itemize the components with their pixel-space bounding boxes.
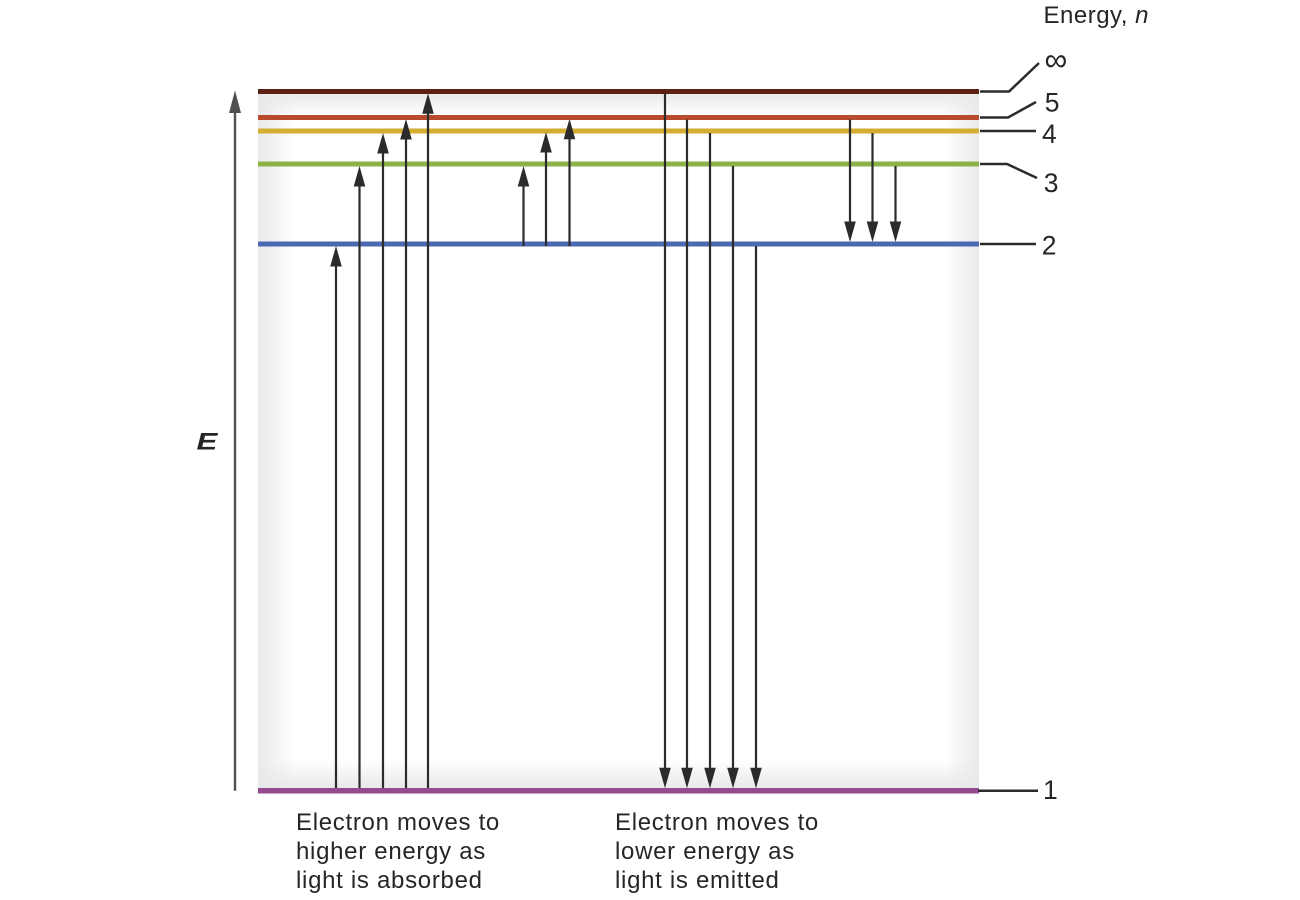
svg-text:∞: ∞ (1045, 42, 1068, 78)
svg-text:light is emitted: light is emitted (615, 867, 780, 894)
svg-text:4: 4 (1042, 119, 1057, 149)
svg-text:Electron moves to: Electron moves to (615, 809, 819, 836)
svg-text:Electron moves to: Electron moves to (296, 809, 500, 836)
svg-text:E: E (197, 428, 219, 455)
svg-text:higher energy as: higher energy as (296, 838, 486, 865)
svg-text:light is absorbed: light is absorbed (296, 867, 483, 894)
svg-text:3: 3 (1044, 168, 1059, 198)
svg-text:lower energy as: lower energy as (615, 838, 795, 865)
svg-text:Energy, n: Energy, n (1044, 2, 1149, 29)
svg-text:2: 2 (1042, 230, 1057, 260)
svg-text:1: 1 (1043, 775, 1058, 805)
svg-text:5: 5 (1045, 87, 1060, 117)
